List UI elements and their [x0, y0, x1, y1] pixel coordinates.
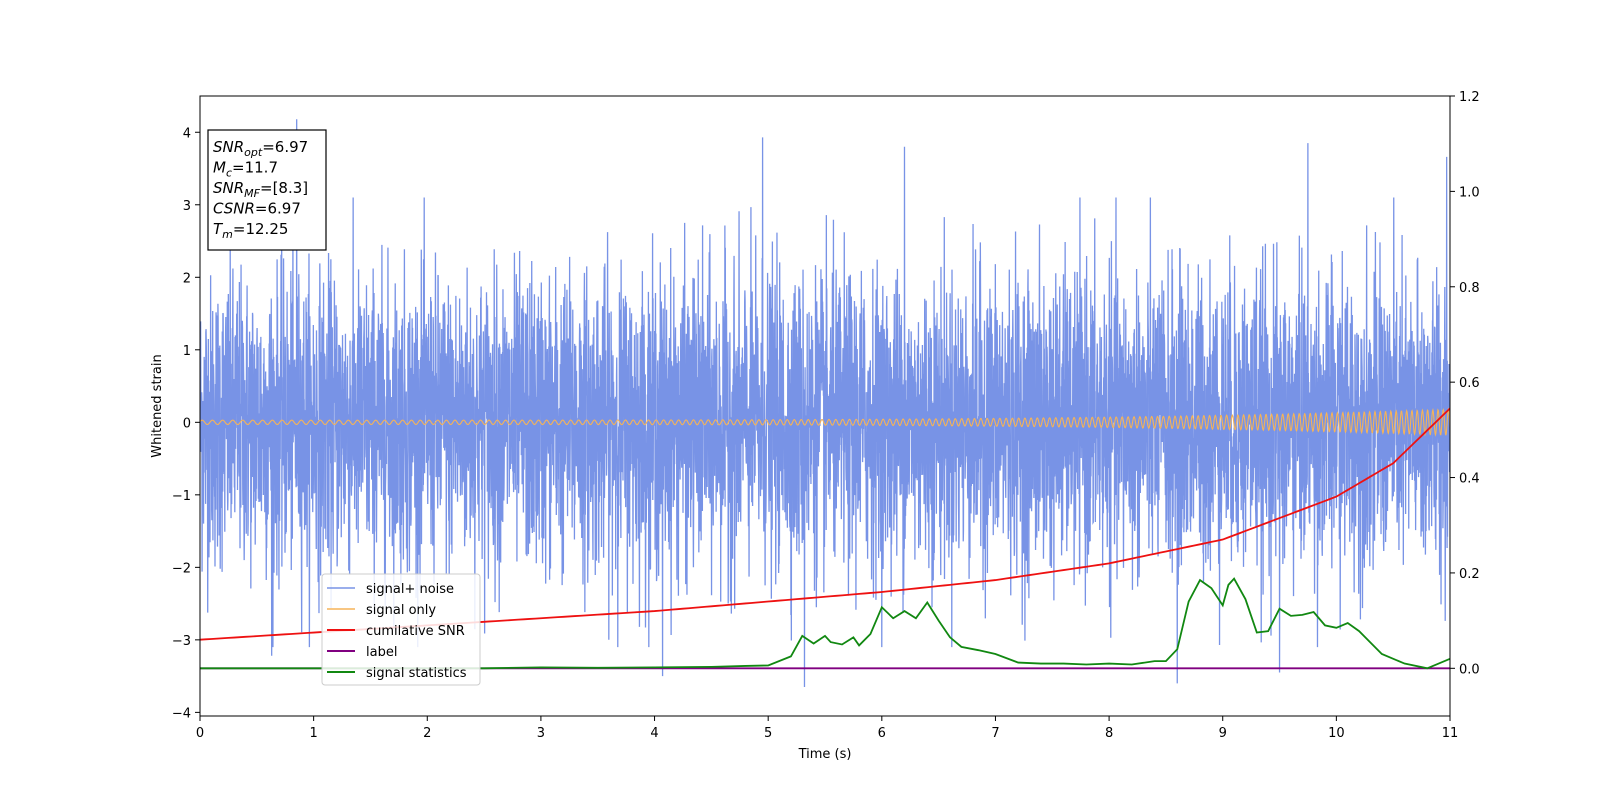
plot-frame: [199, 95, 1451, 717]
y-tick-label: −1: [172, 489, 191, 504]
x-tick-label: 1: [309, 726, 317, 741]
y-tick-label: −2: [172, 561, 191, 576]
y2-tick-label: 0.2: [1459, 567, 1480, 582]
info-box-line: SNRMF=[8.3]: [213, 179, 308, 200]
y-tick-label: −4: [172, 706, 191, 721]
info-box-frame: [207, 129, 327, 251]
y2-tick-label: 0.0: [1459, 662, 1480, 677]
x-tick-label: 8: [1105, 726, 1113, 741]
info-value: =12.25: [233, 220, 289, 238]
legend-label: cumilative SNR: [366, 624, 465, 639]
y2-tick-label: 0.8: [1459, 281, 1480, 296]
y2-tick-label: 0.6: [1459, 376, 1480, 391]
info-subscript: m: [222, 228, 233, 241]
info-value: =11.7: [232, 159, 278, 177]
legend: signal+ noise signal only cumilative SNR la…: [321, 573, 481, 686]
y-axis-left: −4 −3 −2 −1 0 1 2 3 4: [172, 126, 200, 721]
info-subscript: c: [226, 167, 232, 180]
legend-label: label: [366, 645, 397, 660]
y-axis-title: Whitened strain: [150, 354, 165, 457]
x-axis: 0 1 2 3 4 5 6 7 8 9 10 11: [196, 716, 1458, 741]
info-symbol: T: [213, 220, 224, 238]
legend-frame: [321, 573, 481, 686]
info-subscript: opt: [244, 146, 263, 159]
info-value: =6.97: [255, 200, 301, 218]
info-box-line: SNRopt=6.97: [213, 138, 308, 159]
y2-tick-label: 1.0: [1459, 185, 1480, 200]
info-symbol: SNR: [213, 179, 244, 197]
info-symbol: CSNR: [213, 200, 255, 218]
x-tick-label: 4: [650, 726, 658, 741]
info-symbol: SNR: [213, 138, 244, 156]
x-tick-label: 2: [423, 726, 431, 741]
y-tick-label: 1: [183, 344, 191, 359]
x-tick-label: 7: [991, 726, 999, 741]
y2-tick-label: 1.2: [1459, 90, 1480, 105]
y-tick-label: 3: [183, 199, 191, 214]
y-tick-label: 2: [183, 271, 191, 286]
info-box-line: Tm=12.25: [213, 220, 288, 241]
legend-label: signal statistics: [366, 666, 467, 681]
x-tick-label: 3: [537, 726, 545, 741]
info-subscript: MF: [244, 187, 260, 200]
y-axis-right: 0.0 0.2 0.4 0.6 0.8 1.0 1.2: [1450, 90, 1480, 677]
x-tick-label: 5: [764, 726, 772, 741]
series-line-signal-only: [200, 407, 1450, 437]
info-box: SNRopt=6.97Mc=11.7SNRMF=[8.3]CSNR=6.97Tm…: [207, 129, 327, 251]
info-value: =[8.3]: [260, 179, 308, 197]
info-box-line: Mc=11.7: [213, 159, 278, 180]
legend-label: signal+ noise: [366, 582, 454, 597]
x-axis-title: Time (s): [798, 747, 852, 762]
series-line-signal-noise: [200, 119, 1450, 687]
y-tick-label: −3: [172, 634, 191, 649]
x-tick-label: 6: [878, 726, 886, 741]
x-tick-label: 9: [1219, 726, 1227, 741]
x-tick-label: 10: [1328, 726, 1345, 741]
y2-tick-label: 0.4: [1459, 472, 1480, 487]
x-tick-label: 0: [196, 726, 204, 741]
y-tick-label: 0: [183, 416, 191, 431]
x-tick-label: 11: [1442, 726, 1459, 741]
info-symbol: M: [213, 159, 226, 177]
info-value: =6.97: [262, 138, 308, 156]
y-tick-label: 4: [183, 126, 191, 141]
series-line-signal-statistics: [200, 577, 1450, 670]
legend-label: signal only: [366, 603, 436, 618]
info-box-line: CSNR=6.97: [213, 200, 301, 218]
